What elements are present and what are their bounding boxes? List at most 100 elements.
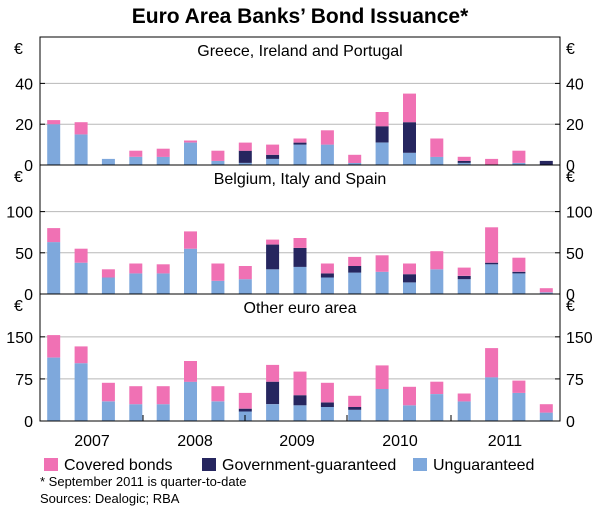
bar-unguaranteed [47,357,61,421]
legend-item-covered: Covered bonds [44,457,173,474]
panel-title: Other euro area [244,300,357,317]
bar-unguaranteed [47,124,61,165]
bar-covered [320,382,334,403]
bar-unguaranteed [129,156,143,165]
bar-government [293,247,307,267]
bar-government [238,150,252,163]
bar-covered [293,138,307,143]
bar-unguaranteed [293,144,307,165]
bar-unguaranteed [375,271,389,294]
bar-covered [293,371,307,396]
bar-unguaranteed [101,158,115,165]
bar-unguaranteed [211,401,225,421]
bar-covered [74,122,88,135]
bar-unguaranteed [320,277,334,294]
bar-covered [129,386,143,405]
bar-covered [539,404,553,413]
legend-swatch [202,458,216,471]
chart-title: Euro Area Banks’ Bond Issuance* [132,5,469,28]
bar-unguaranteed [184,248,197,294]
unit-label-right: € [566,298,575,315]
bar-unguaranteed [512,273,526,294]
bar-government [238,408,252,412]
legend-swatch [44,458,58,471]
bar-covered [348,256,362,266]
y-tick-label-left: 50 [15,246,33,263]
y-tick-label-left: 75 [15,372,33,389]
legend-item-government: Government-guaranteed [202,457,396,474]
bar-covered [101,382,115,402]
y-tick-label-right: 40 [566,76,584,93]
unit-label-left: € [14,41,23,58]
bar-unguaranteed [74,363,88,421]
bar-unguaranteed [266,404,280,421]
bar-unguaranteed [74,134,88,165]
y-tick-label-right: 75 [566,372,584,389]
bar-unguaranteed [485,377,499,421]
bar-unguaranteed [403,405,416,421]
bar-government [348,407,362,410]
bar-covered [375,255,389,272]
bar-government [457,160,471,163]
bar-unguaranteed [156,273,170,294]
bar-unguaranteed [238,279,252,294]
bar-covered [320,130,334,145]
legend-swatch [413,458,427,471]
bar-government [293,142,307,145]
bar-covered [457,267,471,276]
bar-government [320,273,334,278]
bar-unguaranteed [457,279,471,294]
bar-unguaranteed [375,142,389,165]
bar-government [320,402,334,407]
bar-government [348,266,362,273]
bar-covered [47,335,61,358]
bar-unguaranteed [293,266,307,294]
panel-1: Greece, Ireland and Portugal € €0 0 20 20 40 40 [14,36,584,175]
bar-covered [238,142,252,151]
y-tick-label-right: 0 [566,158,575,175]
bar-unguaranteed [101,401,115,421]
bar-unguaranteed [266,158,280,165]
bar-covered [129,150,143,157]
bar-government [539,160,553,165]
panel-frame [39,293,561,422]
unit-label-left: € [14,298,23,315]
bar-unguaranteed [129,404,143,421]
bar-unguaranteed [348,272,362,294]
bar-covered [403,386,416,406]
y-tick-label-right: 0 [566,414,575,431]
panel-title: Greece, Ireland and Portugal [197,43,402,60]
plot-area: Greece, Ireland and Portugal € €0 0 20 20 40 40… [6,36,593,450]
bar-covered [184,140,197,143]
bar-covered [403,93,416,123]
bar-covered [156,386,170,405]
bar-unguaranteed [348,409,362,421]
bar-unguaranteed [211,160,225,165]
bar-unguaranteed [47,242,61,294]
bar-covered [430,138,444,157]
footnote: * September 2011 is quarter-to-date [40,474,246,489]
x-tick-label: 2009 [279,433,315,450]
bar-unguaranteed [485,264,499,294]
bar-covered [238,266,252,280]
bar-covered [266,144,280,155]
bar-government [457,275,471,280]
bar-unguaranteed [430,156,444,165]
bar-unguaranteed [101,277,115,294]
legend-label: Government-guaranteed [222,457,396,474]
bar-unguaranteed [457,401,471,421]
bar-covered [211,263,225,281]
bar-unguaranteed [266,269,280,294]
bar-unguaranteed [403,282,416,294]
bar-covered [375,112,389,127]
bar-covered [293,238,307,248]
bar-unguaranteed [320,407,334,421]
bar-covered [74,248,88,263]
bar-government [403,122,416,153]
bar-covered [430,251,444,270]
bar-unguaranteed [512,392,526,421]
bar-unguaranteed [348,163,362,165]
bar-government [485,262,499,265]
bar-unguaranteed [539,412,553,421]
